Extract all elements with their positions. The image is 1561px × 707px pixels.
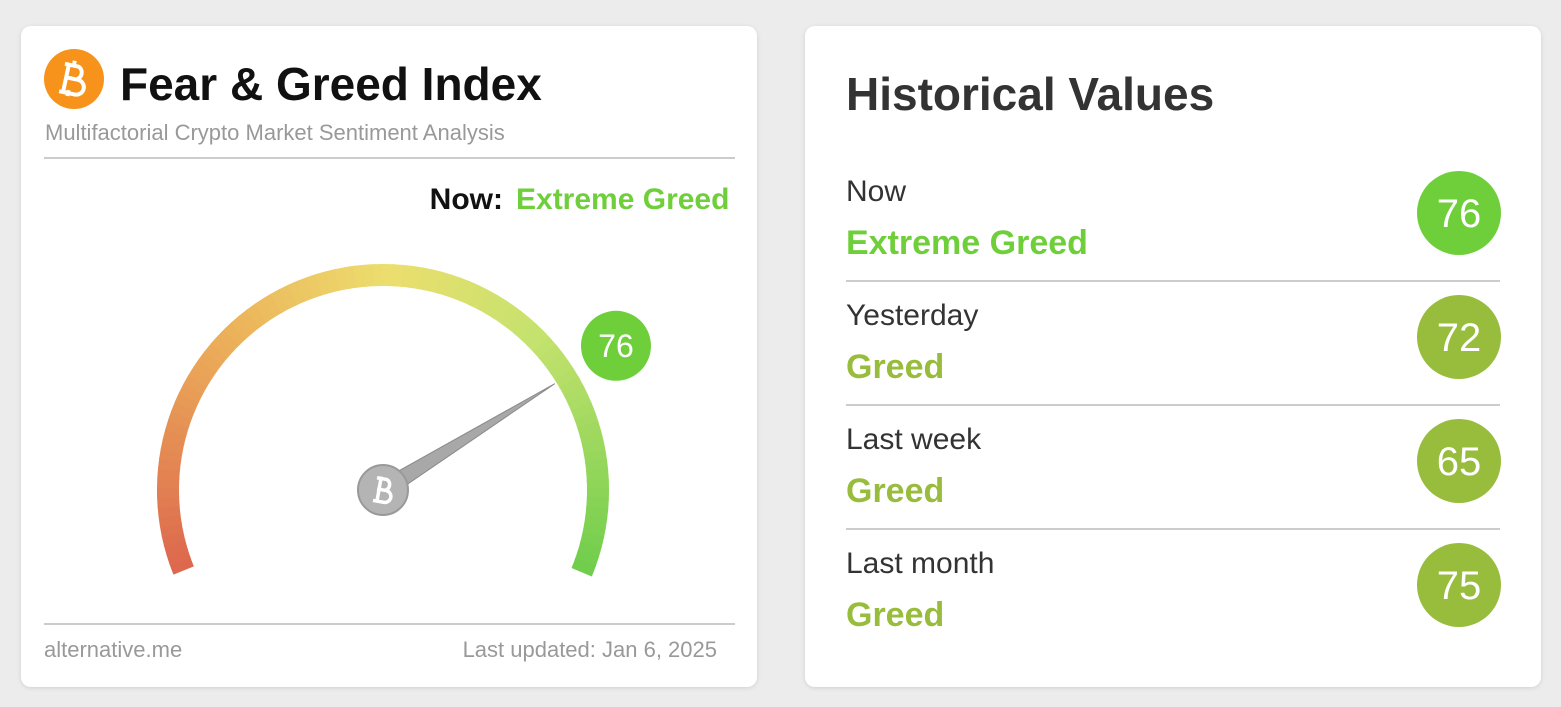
gauge-segment xyxy=(253,298,276,323)
gauge-segment xyxy=(554,367,580,389)
gauge-segment xyxy=(559,376,584,397)
now-classification: Extreme Greed xyxy=(516,183,729,216)
card-title: Fear & Greed Index xyxy=(120,58,542,110)
gauge-segment xyxy=(287,280,307,305)
gauge-segment xyxy=(571,558,597,577)
gauge-segment xyxy=(567,393,593,413)
hub-logo xyxy=(372,476,393,505)
gauge-segment xyxy=(586,478,609,491)
gauge-segment xyxy=(513,316,537,341)
now-label: Now: xyxy=(430,183,503,216)
gauge-segment xyxy=(460,281,480,306)
row-badge xyxy=(1417,171,1501,255)
gauge-segment xyxy=(426,269,444,294)
gauge-segment xyxy=(204,342,229,366)
gauge: 76 xyxy=(156,263,651,577)
gauge-segment xyxy=(270,288,291,314)
row-label: Last week xyxy=(846,423,982,456)
last-updated: Last updated: Jan 6, 2025 xyxy=(463,637,717,662)
gauge-segment xyxy=(198,350,223,373)
gauge-segment xyxy=(187,366,213,388)
gauge-segment xyxy=(306,273,324,299)
gauge-segment xyxy=(383,264,395,287)
gauge-segment xyxy=(296,276,316,302)
row-badge xyxy=(1417,419,1501,503)
row-value: 72 xyxy=(1437,316,1482,360)
gauge-segment xyxy=(169,556,194,575)
row-badge xyxy=(1417,543,1501,627)
gauge-segment xyxy=(262,293,283,318)
history-rows: Now Extreme Greed 76 Yesterday Greed 72 Last w… xyxy=(846,171,1501,634)
bitcoin-logo xyxy=(44,49,104,109)
gauge-segment xyxy=(166,548,191,566)
index-card xyxy=(21,26,757,687)
gauge-segment xyxy=(157,476,180,489)
row-classification: Greed xyxy=(846,348,944,386)
gauge-segment xyxy=(210,335,235,359)
gauge-segment xyxy=(157,495,180,509)
gauge-segment xyxy=(484,294,506,319)
row-value: 65 xyxy=(1437,440,1482,484)
row-value: 76 xyxy=(1437,192,1482,236)
gauge-segment xyxy=(532,336,557,360)
gauge-value: 76 xyxy=(598,328,634,364)
gauge-segment xyxy=(468,284,489,310)
row-classification: Extreme Greed xyxy=(846,224,1088,262)
gauge-segment xyxy=(577,541,602,559)
gauge-segment xyxy=(216,328,241,352)
gauge-segment xyxy=(492,299,514,324)
gauge-segment xyxy=(574,411,599,430)
gauge-segment xyxy=(563,384,589,405)
gauge-segment xyxy=(571,402,596,421)
gauge-segment xyxy=(183,374,208,395)
row-label: Yesterday xyxy=(846,299,978,332)
gauge-segment xyxy=(162,428,187,445)
gauge-segment xyxy=(223,321,247,346)
gauge-segment xyxy=(574,549,600,568)
gauge-segment xyxy=(580,532,605,549)
gauge-segment xyxy=(586,488,610,501)
gauge-segment xyxy=(452,277,471,303)
gauge-segment xyxy=(171,400,196,420)
gauge-segment xyxy=(526,329,551,353)
gauge-segment xyxy=(520,322,544,347)
gauge-segment xyxy=(157,504,181,518)
gauge-segment xyxy=(174,391,200,411)
source: alternative.me xyxy=(44,637,182,662)
gauge-segment xyxy=(499,304,522,329)
gauge-segment xyxy=(165,418,190,437)
gauge-segment xyxy=(544,351,569,374)
row-classification: Greed xyxy=(846,472,944,510)
gauge-segment xyxy=(178,382,204,403)
gauge-segment xyxy=(549,359,575,382)
gauge-segment xyxy=(444,274,462,299)
row-label: Now xyxy=(846,175,906,208)
row-classification: Greed xyxy=(846,596,944,634)
gauge-segment xyxy=(353,264,368,288)
gauge-segment xyxy=(506,310,530,335)
row-label: Last month xyxy=(846,547,994,580)
gauge-segment xyxy=(373,263,385,287)
gauge-segment xyxy=(238,309,261,334)
card-subtitle: Multifactorial Crypto Market Sentiment A… xyxy=(45,120,505,145)
gauge-segment xyxy=(192,357,218,380)
gauge-segment xyxy=(167,409,193,428)
history-card xyxy=(805,26,1541,687)
row-value: 75 xyxy=(1437,564,1482,608)
gauge-segment xyxy=(245,303,268,328)
gauge-segment xyxy=(435,271,453,296)
gauge-segment xyxy=(230,315,254,340)
gauge-segment xyxy=(586,468,609,482)
history-title: Historical Values xyxy=(846,68,1214,120)
row-badge xyxy=(1417,295,1501,379)
gauge-segment xyxy=(538,344,563,367)
gauge-badge xyxy=(580,310,651,381)
gauge-segment xyxy=(585,459,609,473)
gauge-segment xyxy=(476,289,498,314)
gauge-segment xyxy=(363,264,376,287)
gauge-segment xyxy=(156,486,180,499)
gauge-segment xyxy=(279,284,299,309)
